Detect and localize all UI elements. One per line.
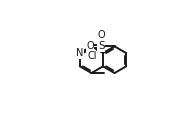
Text: O: O	[86, 41, 94, 51]
Text: N: N	[76, 48, 84, 58]
Text: S: S	[98, 41, 104, 51]
Text: O: O	[97, 30, 105, 40]
Text: Cl: Cl	[88, 51, 97, 61]
